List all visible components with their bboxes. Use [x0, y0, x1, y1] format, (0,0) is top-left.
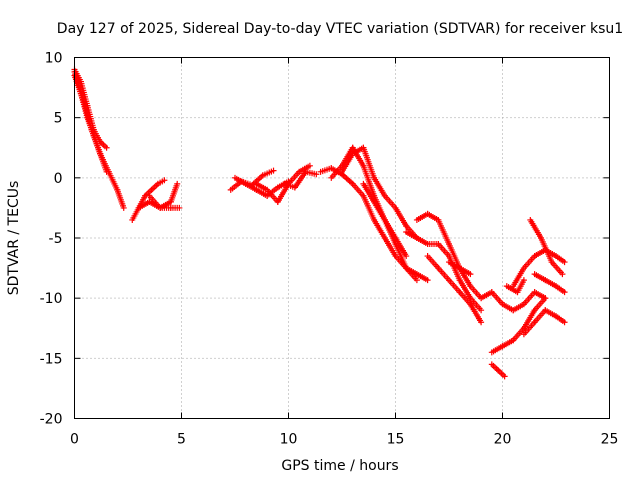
data-point	[478, 307, 485, 314]
y-tick-label: -10	[40, 291, 63, 307]
x-axis-label: GPS time / hours	[281, 458, 398, 474]
y-tick-label: -15	[40, 351, 63, 367]
series-track-21	[488, 361, 508, 380]
series-track-14	[360, 180, 431, 284]
series-track-23	[527, 216, 566, 278]
grid-layer	[74, 57, 610, 419]
ticks-layer: 0 5 10 15 20 25 -20 -15 -10 -5 0 5 10	[40, 51, 619, 448]
series-track-18	[446, 259, 485, 302]
series-track-19	[478, 289, 549, 314]
data-point	[561, 289, 568, 296]
data-point	[174, 180, 181, 187]
series-track-6	[146, 192, 183, 211]
x-tick-label: 20	[494, 432, 512, 448]
data-point	[103, 144, 110, 151]
data-point	[542, 295, 549, 302]
series-track-12	[317, 165, 420, 284]
data-point	[501, 373, 508, 380]
y-axis-label: SDTVAR / TECUs	[6, 181, 22, 296]
x-tick-label: 5	[177, 432, 186, 448]
data-point	[561, 259, 568, 266]
series-track-20	[488, 295, 549, 356]
data-point	[403, 253, 410, 260]
series-track-9	[253, 162, 313, 205]
data-point	[520, 277, 527, 284]
marks-layer	[71, 66, 568, 380]
series-track-24	[531, 271, 568, 296]
data-point	[270, 167, 277, 174]
y-tick-label: 5	[54, 111, 63, 127]
data-point	[424, 277, 431, 284]
series-track-4	[129, 177, 168, 223]
data-point	[413, 277, 420, 284]
data-point	[313, 171, 320, 178]
series-track-8	[232, 174, 292, 199]
series-track-17	[424, 253, 485, 326]
series-track-26	[503, 277, 527, 296]
chart-title: Day 127 of 2025, Sidereal Day-to-day VTE…	[57, 21, 623, 37]
series-track-10	[281, 168, 320, 191]
x-tick-label: 15	[387, 432, 405, 448]
data-point	[120, 204, 127, 211]
data-point	[161, 177, 168, 184]
data-point	[467, 271, 474, 278]
y-tick-label: -5	[49, 231, 63, 247]
data-point	[478, 319, 485, 326]
x-tick-label: 25	[601, 432, 619, 448]
data-point	[306, 162, 313, 169]
series-track-16	[413, 210, 474, 278]
series-track-25	[520, 307, 568, 338]
y-tick-label: 0	[54, 171, 63, 187]
y-tick-label: -20	[40, 412, 63, 428]
data-point	[559, 271, 566, 278]
y-tick-label: 10	[45, 51, 63, 67]
data-point	[561, 319, 568, 326]
data-point	[176, 204, 183, 211]
x-tick-label: 10	[280, 432, 298, 448]
x-tick-label: 0	[70, 432, 79, 448]
